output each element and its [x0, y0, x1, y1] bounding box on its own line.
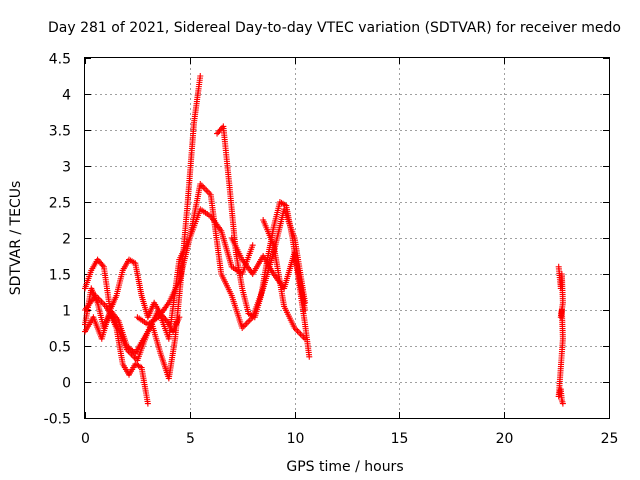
x-tick-label: 25 [601, 431, 619, 447]
data-point [197, 73, 204, 79]
plot-frame [84, 57, 610, 419]
data-points [82, 73, 566, 407]
chart-title: Day 281 of 2021, Sidereal Day-to-day VTE… [48, 20, 621, 36]
y-tick-label: 2.5 [49, 196, 71, 212]
y-tick-label: 1 [62, 304, 71, 320]
y-tick-label: 4 [62, 88, 71, 104]
y-tick-label: 2 [62, 232, 71, 248]
y-axis-label: SDTVAR / TECUs [8, 181, 24, 296]
y-tick-label: 1.5 [49, 268, 71, 284]
x-tick-label: 10 [287, 431, 305, 447]
x-tick-label: 20 [496, 431, 514, 447]
data-point [559, 400, 566, 407]
x-axis-label: GPS time / hours [286, 459, 403, 475]
series-track-h [260, 217, 309, 342]
data-point [302, 335, 309, 342]
data-point [249, 242, 256, 249]
x-tick-label: 5 [186, 431, 195, 447]
x-tick-label: 15 [391, 431, 409, 447]
grid [85, 58, 609, 418]
y-tick-label: 4.5 [49, 52, 71, 68]
y-tick-label: 0 [62, 376, 71, 392]
y-tick-label: -0.5 [44, 412, 71, 428]
y-tick-label: 3.5 [49, 124, 71, 140]
data-point [302, 307, 309, 313]
y-tick-label: 0.5 [49, 340, 71, 356]
data-point [306, 353, 313, 360]
axis-ticks: 0 5 10 15 20 25 -0.5 0 0.5 1 1.5 2 2.5 3 3.5 4 4.5 [44, 52, 619, 448]
data-point [162, 316, 169, 323]
data-point [144, 400, 151, 407]
series-track-i [555, 263, 566, 407]
series-track-g [228, 235, 309, 313]
data-point [99, 262, 106, 269]
x-tick-label: 0 [81, 431, 90, 447]
y-tick-label: 3 [62, 160, 71, 176]
